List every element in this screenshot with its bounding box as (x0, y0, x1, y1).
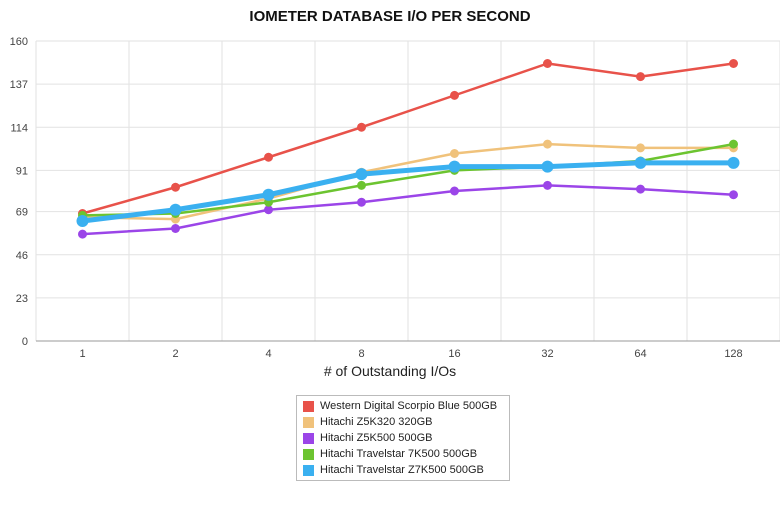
x-tick-label: 128 (724, 348, 742, 360)
data-point (729, 139, 738, 149)
data-point (355, 168, 368, 181)
data-point (76, 215, 89, 227)
legend-item: Hitachi Z5K320 320GB (303, 414, 503, 430)
x-tick-label: 16 (448, 348, 460, 360)
data-point (729, 190, 738, 200)
data-point (636, 184, 645, 194)
series-line (81, 62, 735, 215)
y-tick-label: 160 (10, 36, 28, 48)
y-tick-label: 114 (10, 122, 28, 134)
legend-label: Hitachi Travelstar 7K500 500GB (320, 448, 478, 460)
data-point (729, 59, 738, 68)
data-point (543, 59, 552, 68)
legend-label: Western Digital Scorpio Blue 500GB (320, 400, 498, 412)
legend: Western Digital Scorpio Blue 500GB Hitach… (296, 395, 510, 481)
x-tick-label: 4 (265, 348, 271, 360)
data-point (450, 149, 459, 158)
data-point (171, 224, 180, 233)
data-point (450, 186, 459, 196)
y-tick-label: 0 (22, 336, 28, 348)
series-group (76, 156, 740, 227)
data-point (543, 180, 552, 190)
data-point (264, 205, 273, 215)
legend-item: Hitachi Travelstar Z7K500 500GB (303, 462, 503, 478)
y-tick-label: 91 (16, 165, 28, 177)
legend-swatch (303, 432, 314, 444)
series-line (81, 142, 735, 221)
legend-label: Hitachi Z5K500 500GB (320, 432, 433, 444)
data-point (727, 156, 740, 169)
x-tick-label: 64 (634, 348, 646, 360)
data-point (357, 180, 366, 190)
x-axis-label: # of Outstanding I/Os (323, 363, 457, 379)
series-line (80, 160, 736, 224)
data-point (357, 197, 366, 207)
series-group (78, 59, 738, 218)
legend-item: Western Digital Scorpio Blue 500GB (303, 398, 503, 414)
data-point (262, 188, 275, 201)
plot-area: 0 23 46 69 91 114 137 160 1 2 4 8 16 32 64 128 (10, 36, 780, 360)
y-tick-label: 137 (10, 79, 28, 91)
data-point (448, 160, 461, 173)
data-point (543, 139, 552, 149)
y-tick-label: 69 (16, 207, 28, 219)
y-tick-label: 23 (16, 293, 28, 305)
legend-label: Hitachi Z5K320 320GB (320, 416, 433, 428)
data-point (541, 160, 554, 173)
legend-item: Hitachi Z5K500 500GB (303, 430, 503, 446)
y-tick-label: 46 (16, 250, 28, 262)
legend-label: Hitachi Travelstar Z7K500 500GB (320, 464, 484, 476)
data-point (357, 122, 366, 132)
data-point (636, 72, 645, 82)
data-point (78, 229, 87, 239)
data-point (634, 156, 647, 169)
legend-swatch (303, 464, 314, 476)
data-point (636, 143, 645, 153)
x-tick-label: 8 (358, 348, 364, 360)
x-tick-label: 2 (172, 348, 178, 360)
series-group (78, 180, 738, 239)
series-line (81, 184, 735, 236)
legend-swatch (303, 448, 314, 460)
legend-item: Hitachi Travelstar 7K500 500GB (303, 446, 503, 462)
chart-title: IOMETER DATABASE I/O PER SECOND (249, 8, 531, 25)
x-tick-label: 1 (79, 348, 85, 360)
data-point (450, 90, 459, 100)
x-tick-label: 32 (541, 348, 553, 360)
data-point (169, 203, 182, 216)
data-point (264, 152, 273, 162)
data-point (171, 182, 180, 192)
legend-swatch (303, 416, 314, 428)
legend-swatch (303, 400, 314, 412)
